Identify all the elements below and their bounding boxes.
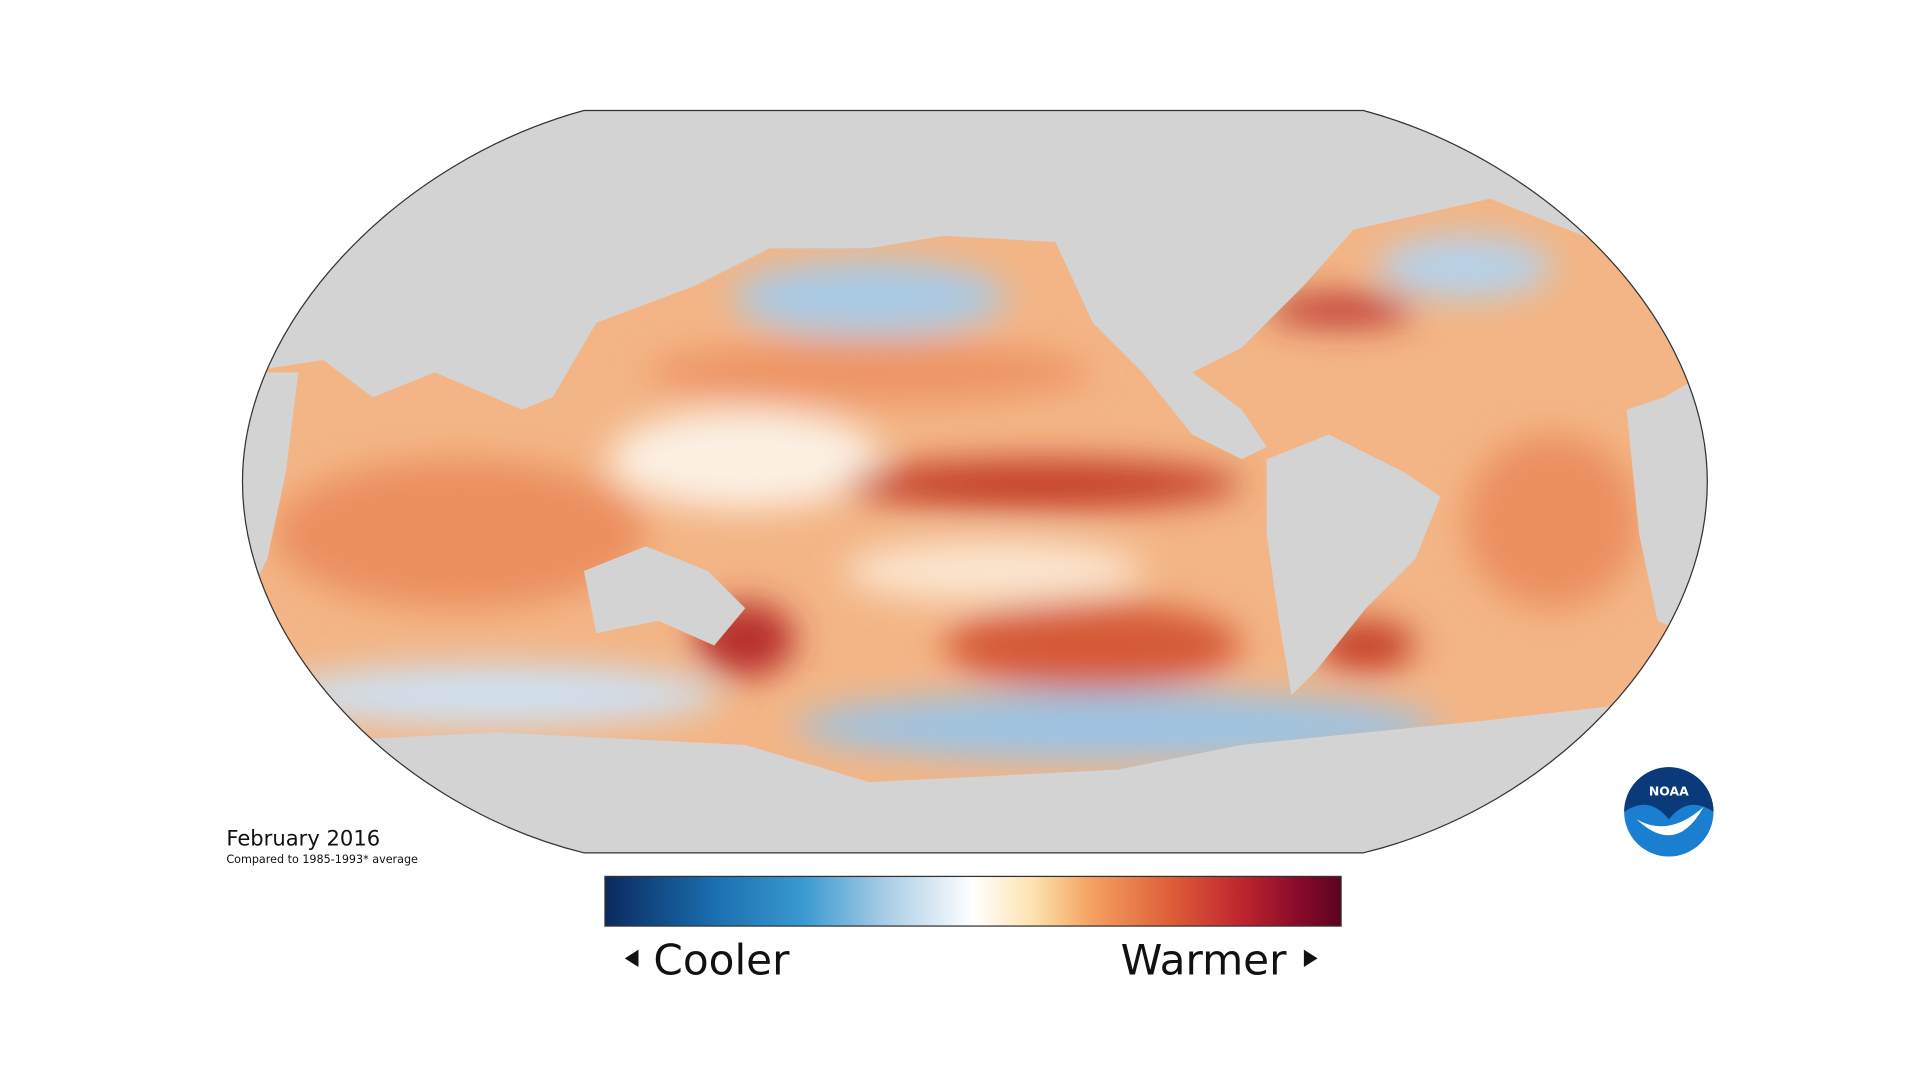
- warmer-arrow: [1303, 949, 1318, 968]
- map-baseline: Compared to 1985-1993* average: [226, 853, 418, 866]
- map: [242, 110, 1708, 853]
- map-outline: [241, 109, 1708, 854]
- land-north: [242, 110, 1708, 460]
- color-scale: [604, 875, 1342, 927]
- noaa-logo: NOAA: [1624, 767, 1714, 857]
- land-antarctica: [242, 695, 1708, 853]
- land: [242, 110, 1708, 853]
- cooler-arrow: [624, 949, 639, 968]
- anomaly-field: [273, 235, 1640, 761]
- legend-high: Warmer: [1121, 935, 1288, 984]
- land-australia: [583, 546, 746, 646]
- land-africa-west: [242, 372, 299, 584]
- map-date: February 2016: [226, 825, 380, 850]
- land-south-america: [1266, 434, 1441, 696]
- land-africa-east: [1626, 372, 1708, 646]
- logo-text: NOAA: [1649, 784, 1689, 799]
- legend-low: Cooler: [653, 935, 790, 984]
